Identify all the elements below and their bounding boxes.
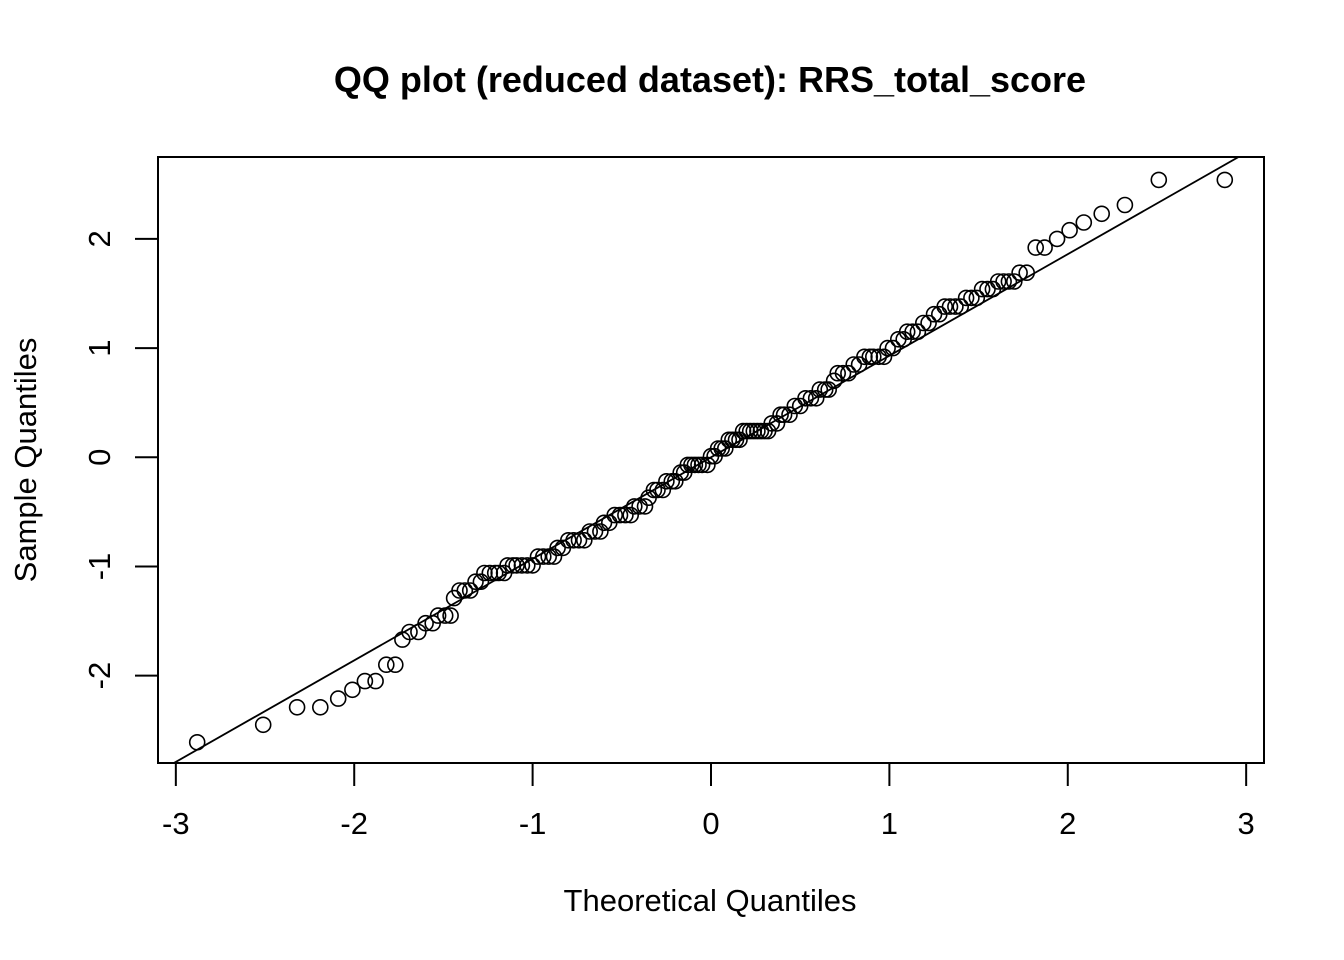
- data-point-47: [592, 523, 609, 540]
- data-point-126: [947, 298, 964, 315]
- data-point-141: [1036, 239, 1053, 256]
- data-point-125: [941, 298, 959, 315]
- data-point-35: [529, 548, 547, 565]
- data-point-138: [1011, 264, 1028, 282]
- data-point-142: [1048, 230, 1066, 248]
- data-point-4: [329, 690, 347, 707]
- data-point-121: [920, 314, 937, 332]
- data-point-58: [645, 481, 663, 499]
- data-point-135: [995, 273, 1012, 290]
- data-point-61: [658, 472, 675, 490]
- data-point-15: [429, 607, 447, 624]
- data-point-22: [467, 573, 484, 591]
- data-point-128: [957, 289, 975, 307]
- data-point-137: [1005, 273, 1023, 290]
- y-tick-label: 1: [82, 339, 117, 356]
- x-tick-label: 1: [881, 806, 898, 841]
- data-point-53: [622, 506, 640, 524]
- data-point-86: [752, 422, 770, 440]
- data-point-117: [898, 323, 916, 341]
- data-point-101: [820, 381, 838, 398]
- data-point-70: [693, 456, 711, 474]
- x-axis: -3 -2 -1 0 1 2 3: [162, 762, 1255, 841]
- data-point-59: [649, 481, 666, 499]
- x-tick-label: -1: [519, 806, 547, 841]
- y-tick-label: 0: [82, 449, 117, 466]
- data-point-38: [545, 548, 563, 565]
- data-point-105: [840, 364, 857, 382]
- data-point-6: [356, 672, 374, 690]
- data-point-146: [1116, 196, 1134, 214]
- data-points: [188, 171, 1234, 751]
- data-point-124: [936, 298, 954, 315]
- data-point-3: [311, 698, 329, 716]
- y-tick-label: 2: [82, 230, 117, 247]
- data-point-9: [386, 656, 404, 674]
- reference-line: [172, 157, 1241, 763]
- data-point-118: [904, 323, 921, 341]
- chart-title: QQ plot (reduced dataset): RRS_total_sco…: [334, 59, 1086, 100]
- data-point-97: [802, 389, 820, 407]
- data-point-143: [1061, 221, 1078, 239]
- x-tick-label: 2: [1059, 806, 1076, 841]
- data-point-114: [884, 339, 902, 357]
- data-point-98: [807, 389, 825, 407]
- data-point-1: [254, 716, 272, 734]
- data-point-17: [442, 607, 459, 624]
- data-point-11: [401, 623, 418, 641]
- data-point-120: [914, 314, 932, 332]
- x-tick-label: -2: [340, 806, 368, 841]
- data-point-112: [875, 348, 893, 366]
- plot-frame: [157, 156, 1265, 764]
- data-point-147: [1150, 171, 1168, 189]
- data-point-68: [686, 456, 704, 474]
- data-point-106: [845, 356, 863, 373]
- data-point-104: [834, 364, 852, 382]
- y-tick-label: -2: [82, 662, 117, 690]
- data-point-69: [690, 456, 707, 474]
- y-axis: -2 -1 0 1 2: [82, 230, 159, 690]
- data-point-92: [775, 406, 793, 424]
- reference-line-group: [172, 157, 1241, 763]
- x-tick-label: 0: [702, 806, 719, 841]
- data-point-145: [1093, 205, 1110, 223]
- data-point-131: [973, 280, 991, 298]
- x-tick-label: 3: [1238, 806, 1255, 841]
- x-axis-label: Theoretical Quantiles: [564, 883, 857, 918]
- data-point-134: [989, 273, 1007, 290]
- data-point-113: [879, 339, 896, 357]
- data-point-41: [559, 531, 577, 549]
- data-point-32: [513, 557, 531, 574]
- data-point-51: [611, 506, 629, 524]
- data-point-8: [377, 656, 395, 674]
- data-point-136: [1000, 273, 1018, 290]
- data-point-103: [829, 364, 847, 382]
- data-point-31: [508, 557, 525, 574]
- data-point-99: [811, 381, 829, 398]
- data-point-129: [963, 289, 980, 307]
- data-point-144: [1075, 214, 1093, 231]
- data-point-93: [781, 406, 798, 424]
- data-point-148: [1216, 171, 1234, 189]
- data-point-54: [625, 498, 643, 515]
- data-point-5: [344, 681, 361, 699]
- data-point-52: [617, 506, 634, 524]
- data-point-19: [451, 582, 468, 599]
- y-axis-label: Sample Quantiles: [8, 338, 43, 583]
- data-point-89: [763, 415, 781, 432]
- y-tick-label: -1: [82, 553, 117, 581]
- x-tick-label: -3: [162, 806, 190, 841]
- data-point-140: [1027, 239, 1044, 256]
- data-point-50: [606, 506, 624, 524]
- data-point-7: [367, 672, 384, 690]
- data-point-2: [288, 698, 306, 716]
- data-point-56: [636, 498, 654, 515]
- data-point-44: [575, 531, 593, 549]
